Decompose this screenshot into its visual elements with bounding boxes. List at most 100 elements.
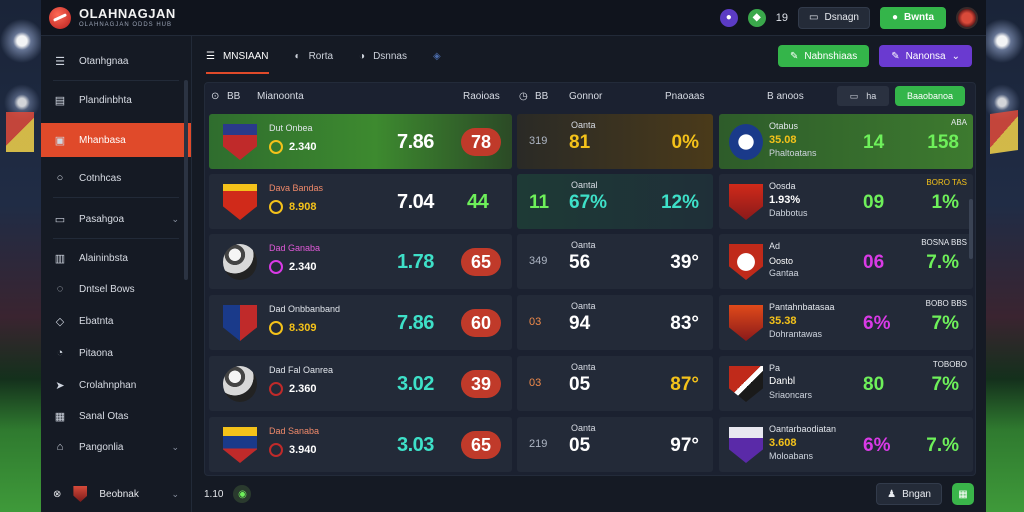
sidebar-item-10[interactable]: ▦ Sanal Otas [41,401,191,431]
stat-cell[interactable]: Oanta 03 94 83° [517,295,713,350]
tab-2[interactable]: ◑ Dsnnas [359,36,407,76]
purple-action-button[interactable]: ✎ Nanonsa ⌄ [879,45,972,67]
shield-chip-icon[interactable]: ◆ [747,8,766,27]
column-header[interactable]: Pnaoaas [665,91,705,102]
stat-percent: 12% [660,192,699,213]
small-odds: 2.340 [289,261,317,273]
column-header[interactable]: Gonnor [569,91,603,102]
stat-percent: 0% [671,132,699,153]
tab-3[interactable]: ◈ [433,36,441,76]
market-cell[interactable]: Oantarbaodiatan 3.608 Moloabans 6% 7.% [719,417,973,472]
odds-pill[interactable]: 65 [461,431,501,459]
notification-count: 19 [775,11,789,24]
market-cell[interactable]: Pantahnbatasaa 35.38 Dohrantawas 6% 7% B… [719,295,973,350]
stat-prefix: 319 [529,135,548,147]
stat-label: Oanta [571,423,596,433]
table-row[interactable]: Dava Bandas 8.908 7.04 44 Oantal 11 67% … [209,174,973,229]
market-cell[interactable]: Otabus 35.08 Phaltoatans 14 158 ABA [719,114,973,169]
column-header[interactable]: B anoos [767,91,804,102]
panel-header: ⊙ BB Mianoonta Raoioas ◷ BB Gonnor Pnaoa… [205,83,975,111]
stat-label: Oantal [571,180,598,190]
sidebar-footer[interactable]: ⊗ Beobnak ⌄ [41,480,191,508]
status-icon[interactable]: ◉ [233,485,252,503]
stat-value: 56 [569,252,591,273]
market-odds: 1.93% [769,194,801,206]
stat-cell[interactable]: Oanta 219 05 97° [517,417,713,472]
view-toggle[interactable]: ▭ ha [837,86,889,106]
small-odds: 2.340 [289,141,317,153]
odds-pill[interactable]: 78 [461,128,501,156]
bottom-green-icon-button[interactable]: ▦ [952,483,974,505]
column-header[interactable]: Mianoonta [257,91,304,102]
market-value: 06 [863,252,885,273]
stat-cell[interactable]: Oanta 349 56 39° [517,234,713,289]
chevron-down-icon: ⌄ [171,441,179,452]
odds-pill[interactable]: 44 [467,191,489,213]
match-cell[interactable]: Dad Fal Oanrea 2.360 3.02 39 [209,356,512,411]
small-odds: 8.309 [289,322,317,334]
sidebar-item-2[interactable]: ▣ Mhanbasa [41,123,191,157]
card-icon: ▭ [809,12,819,23]
avatar[interactable] [956,6,978,29]
odds-pill[interactable]: 60 [461,309,501,337]
odds-pill[interactable]: 65 [461,248,501,276]
bottom-button[interactable]: ♟ Bngan [876,483,942,505]
market-value-right: 158 [927,132,959,153]
market-cell[interactable]: Ad Oosto Gantaa 06 7.% BOSNA BBS [719,234,973,289]
stat-cell[interactable]: Oanta 319 81 0% [517,114,713,169]
tab-1[interactable]: ◐ Rorta [295,36,334,76]
match-cell[interactable]: Dava Bandas 8.908 7.04 44 [209,174,512,229]
profile-chip-icon[interactable]: ● [719,8,738,27]
logo[interactable]: OLAHNAGJAN OLAHNAGJAN ODDS HUB [49,6,176,29]
stat-cell[interactable]: Oanta 03 05 87° [517,356,713,411]
main-odds: 7.86 [397,131,434,153]
column-header[interactable]: Raoioas [463,91,500,102]
table-row[interactable]: Dad Sanaba 3.940 3.03 65 Oanta 219 05 97… [209,417,973,472]
main-odds: 1.78 [397,251,434,273]
match-cell[interactable]: Dad Sanaba 3.940 3.03 65 [209,417,512,472]
sidebar-item-3[interactable]: ○ Cotnhcas [41,163,191,193]
main-odds: 7.86 [397,312,434,334]
panel-scrollbar[interactable] [969,199,973,259]
sidebar-item-6[interactable]: ◌ Dntsel Bows [41,273,191,305]
panel-action-button[interactable]: Baaobanoa [895,86,966,106]
green-action-button[interactable]: ✎ Nabnshiaas [777,45,870,67]
sidebar-item-8[interactable]: ◔ Pitaona [41,337,191,369]
odds-pill[interactable]: 39 [461,370,501,398]
sidebar-item-9[interactable]: ➤ Crolahnphan [41,369,191,401]
sidebar-item-4[interactable]: ▭ Pasahgoa ⌄ [41,204,191,234]
stat-percent: 87° [670,374,699,395]
sidebar-item-7[interactable]: ◇ Ebatnta [41,305,191,337]
market-cell[interactable]: Pa Danbl Sriaoncars 80 7% TOBOBO [719,356,973,411]
stat-cell[interactable]: Oantal 11 67% 12% [517,174,713,229]
stat-prefix: 11 [529,192,550,213]
market-cell[interactable]: Oosda 1.93% Dabbotus 09 1% BORO TAS [719,174,973,229]
clock-icon: ◔ [56,347,64,359]
club-crest-icon [729,305,763,341]
top-green-button[interactable]: ● Bwnta [879,6,946,29]
market-odds: 3.608 [769,437,797,449]
market-tag: TOBOBO [932,360,967,369]
app-window: OLAHNAGJAN OLAHNAGJAN ODDS HUB ● ◆ 19 ▭ … [41,0,986,512]
sort-icon[interactable]: ⊙ [211,91,220,102]
match-cell[interactable]: Dad Ganaba 2.340 1.78 65 [209,234,512,289]
table-row[interactable]: Dut Onbea 2.340 7.86 78 Oanta 319 81 0% … [209,114,973,169]
match-cell[interactable]: Dut Onbea 2.340 7.86 78 [209,114,512,169]
market-value: 6% [863,313,891,334]
market-value-right: 7% [931,313,959,334]
match-cell[interactable]: Dad Onbbanband 8.309 7.86 60 [209,295,512,350]
team-name: Dava Bandas [269,183,324,193]
sidebar-item-11[interactable]: ⌂ Pangonlia ⌄ [41,431,191,463]
team-name: Dut Onbea [269,123,313,133]
table-row[interactable]: Dad Fal Oanrea 2.360 3.02 39 Oanta 03 05… [209,356,973,411]
sidebar-scrollbar[interactable] [184,80,188,280]
lock-icon: ⌂ [56,441,64,453]
table-row[interactable]: Dad Ganaba 2.340 1.78 65 Oanta 349 56 39… [209,234,973,289]
tab-0[interactable]: ☰ MNSIAAN [206,36,269,76]
table-row[interactable]: Dad Onbbanband 8.309 7.86 60 Oanta 03 94… [209,295,973,350]
main-content: ☰ MNSIAAN ◐ Rorta ◑ Dsnnas ◈ ✎ Nabnshiaa… [192,36,986,512]
top-dark-button[interactable]: ▭ Dsnagn [798,6,870,29]
sidebar-item-1[interactable]: ▤ Plandinbhta [41,85,191,115]
sidebar-item-5[interactable]: ▥ Alaininbsta [41,243,191,273]
sidebar-item-0[interactable]: ☰ Otanhgnaa [41,46,191,76]
